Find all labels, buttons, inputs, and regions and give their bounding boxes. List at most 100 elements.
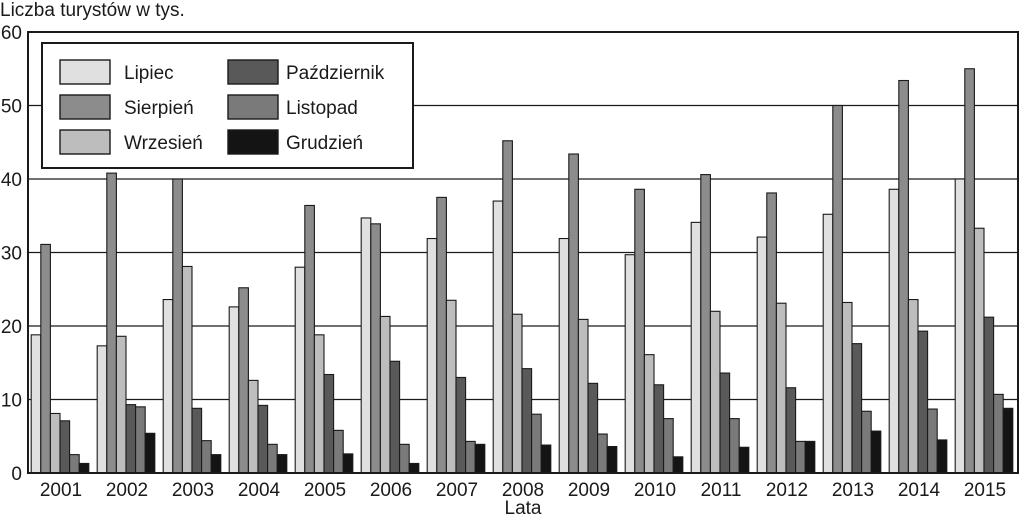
bar — [379, 315, 391, 474]
legend-swatch — [59, 94, 111, 120]
bar — [785, 387, 797, 474]
bar — [643, 354, 655, 474]
bar — [135, 406, 146, 474]
bar — [983, 316, 995, 474]
bar — [851, 343, 863, 474]
bar — [40, 243, 51, 474]
bar — [455, 376, 467, 474]
bar — [993, 393, 1004, 474]
bar — [738, 446, 750, 474]
legend-label: Listopad — [286, 98, 358, 119]
bar — [210, 454, 222, 474]
x-tick-label: 2015 — [964, 480, 1006, 501]
legend-label: Grudzień — [286, 133, 363, 154]
y-tick-label: 0 — [11, 464, 22, 485]
bar — [502, 140, 513, 474]
bar — [1002, 407, 1014, 474]
bar — [624, 254, 636, 474]
bar — [276, 454, 288, 474]
legend-label: Lipiec — [124, 63, 174, 84]
bar — [795, 440, 806, 474]
plot-frame — [27, 31, 1019, 474]
bar — [445, 299, 457, 474]
legend-label: Październik — [286, 63, 385, 84]
bar — [172, 178, 183, 474]
bar — [634, 188, 645, 474]
bar — [898, 79, 909, 474]
bar — [370, 223, 381, 474]
bar — [78, 462, 90, 474]
bar — [927, 408, 938, 474]
bar — [577, 318, 589, 474]
bar — [465, 440, 476, 474]
bar — [333, 429, 344, 474]
x-tick-label: 2011 — [701, 480, 742, 501]
y-tick-label: 50 — [1, 97, 22, 118]
bar — [323, 373, 335, 474]
bar — [115, 335, 127, 474]
bar — [936, 439, 948, 474]
bar — [700, 174, 711, 474]
bar — [719, 372, 731, 474]
bar — [766, 192, 777, 474]
y-tick-label: 40 — [1, 170, 22, 191]
x-tick-labels: 2001 2002 2003 2004 2005 2006 2007 2008 2009 2010… — [40, 480, 1006, 501]
bar — [69, 454, 80, 474]
bar — [568, 153, 579, 474]
x-tick-label: 2013 — [832, 480, 874, 501]
bar — [294, 266, 306, 474]
bar — [342, 453, 354, 474]
bar — [304, 204, 315, 474]
legend-swatch — [227, 129, 279, 155]
bar — [238, 287, 249, 474]
bar — [531, 413, 542, 474]
bar — [964, 68, 975, 474]
bar — [907, 298, 919, 474]
bar — [247, 379, 259, 474]
x-axis-label: Lata — [505, 498, 542, 517]
bar — [587, 382, 599, 474]
bar — [832, 104, 843, 474]
x-tick-label: 2007 — [436, 480, 478, 501]
bar — [96, 345, 108, 474]
y-tick-label: 60 — [1, 23, 22, 44]
bar — [540, 444, 552, 474]
legend: Lipiec Sierpień Wrzesień Październik Listopa… — [41, 42, 414, 169]
x-tick-label: 2009 — [568, 480, 610, 501]
bar — [426, 237, 438, 474]
bar — [709, 310, 721, 474]
bar — [822, 213, 834, 474]
bar — [729, 418, 740, 474]
y-tick-label: 30 — [1, 244, 22, 265]
bar — [125, 404, 137, 474]
bar — [870, 430, 882, 474]
bar — [521, 368, 533, 474]
bars — [30, 68, 1014, 474]
bar — [653, 384, 665, 474]
bar — [49, 412, 61, 474]
bar — [917, 330, 929, 474]
x-tick-label: 2003 — [172, 480, 214, 501]
legend-swatch — [59, 59, 111, 85]
bar — [181, 265, 193, 474]
x-tick-label: 2002 — [106, 480, 148, 501]
bar — [690, 221, 702, 474]
y-tick-label: 10 — [1, 391, 22, 412]
bar — [436, 196, 447, 474]
x-tick-label: 2014 — [898, 480, 941, 501]
x-tick-label: 2010 — [634, 480, 676, 501]
bar — [228, 306, 240, 474]
bar — [267, 443, 278, 474]
bar — [861, 410, 872, 474]
bar — [973, 227, 985, 474]
bar — [672, 456, 684, 474]
legend-swatch — [227, 94, 279, 120]
bar — [841, 301, 853, 474]
x-tick-label: 2005 — [304, 480, 346, 501]
bar — [257, 404, 269, 474]
bar — [389, 360, 401, 474]
bar — [597, 433, 608, 474]
bar — [201, 440, 212, 474]
bar — [360, 217, 372, 474]
